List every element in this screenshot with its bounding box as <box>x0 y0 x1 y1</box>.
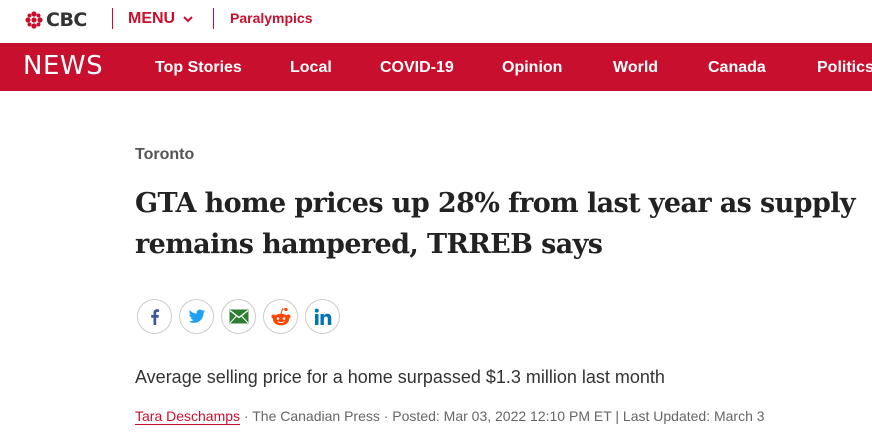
share-linkedin-button[interactable] <box>305 299 340 334</box>
menu-button[interactable]: MENU <box>128 10 193 28</box>
facebook-icon <box>150 308 159 325</box>
cbc-gem-icon <box>25 11 43 29</box>
nav-item-local[interactable]: Local <box>290 59 332 76</box>
nav-item-canada[interactable]: Canada <box>708 59 766 76</box>
byline-meta: · The Canadian Press · Posted: Mar 03, 2… <box>240 408 765 424</box>
section-label[interactable]: Toronto <box>135 146 195 163</box>
linkedin-icon <box>314 308 331 325</box>
paralympics-link[interactable]: Paralympics <box>230 10 313 26</box>
nav-item-covid-19[interactable]: COVID-19 <box>380 59 454 76</box>
cbc-logo-text: CBC <box>46 9 87 31</box>
nav-item-opinion[interactable]: Opinion <box>502 59 563 76</box>
reddit-icon <box>271 307 290 325</box>
article-byline: Tara Deschamps · The Canadian Press · Po… <box>135 408 765 425</box>
share-facebook-button[interactable] <box>137 299 172 334</box>
share-twitter-button[interactable] <box>179 299 214 334</box>
news-logo[interactable]: NEWS <box>23 51 104 81</box>
nav-item-world[interactable]: World <box>613 59 659 76</box>
nav-item-top-stories[interactable]: Top Stories <box>155 59 242 76</box>
chevron-down-icon <box>183 16 193 23</box>
header-divider <box>213 8 214 29</box>
article-subheadline: Average selling price for a home surpass… <box>135 367 665 387</box>
email-icon <box>229 309 248 324</box>
article-headline: GTA home prices up 28% from last year as… <box>135 188 856 260</box>
share-email-button[interactable] <box>221 299 256 334</box>
header-divider <box>112 8 113 29</box>
share-buttons <box>137 299 340 334</box>
share-reddit-button[interactable] <box>263 299 298 334</box>
top-header: CBC MENU Paralympics <box>0 0 872 43</box>
news-nav-bar: NEWS Top Stories Local COVID-19 Opinion … <box>0 43 872 91</box>
author-link[interactable]: Tara Deschamps <box>135 408 241 425</box>
nav-item-politics[interactable]: Politics <box>817 59 872 76</box>
twitter-icon <box>188 309 205 323</box>
menu-label: MENU <box>128 10 176 27</box>
cbc-logo[interactable]: CBC <box>25 9 87 31</box>
